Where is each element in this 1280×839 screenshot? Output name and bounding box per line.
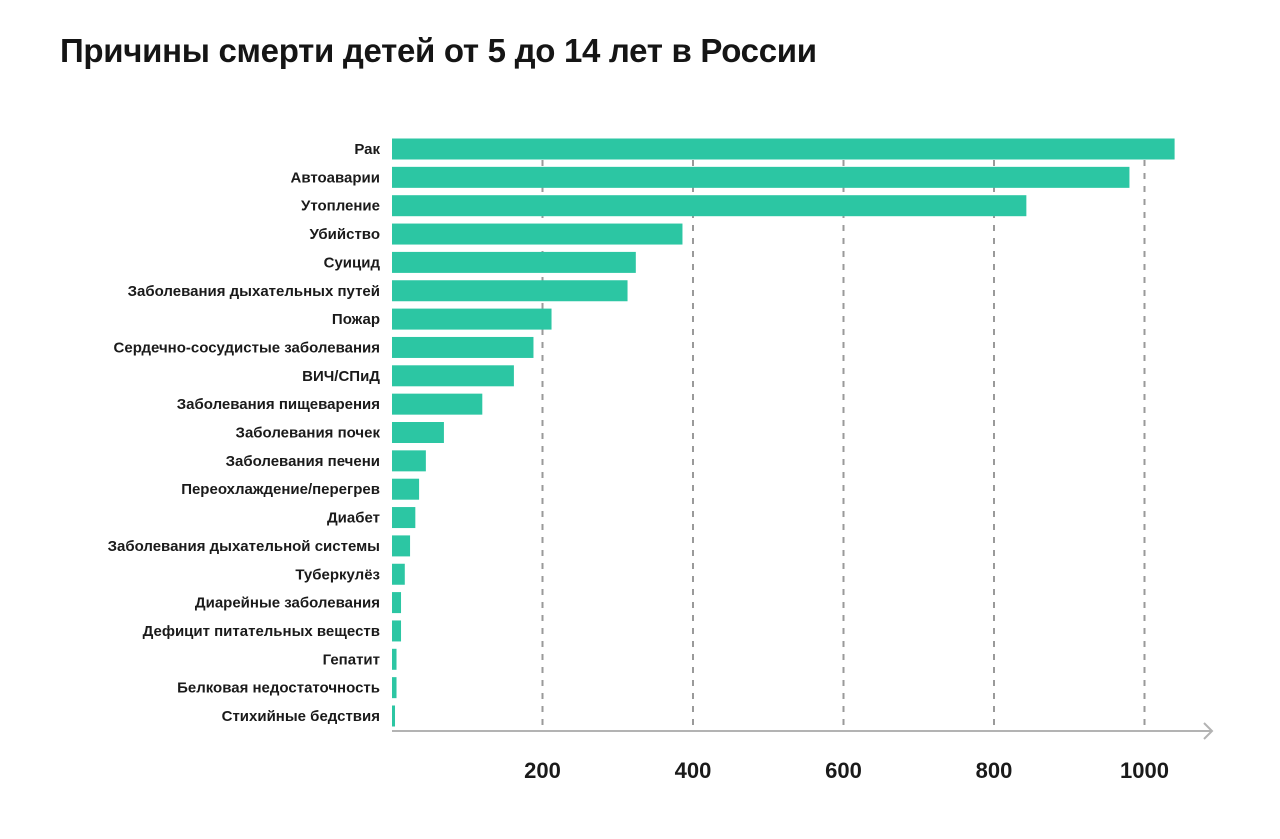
bar-0 — [392, 138, 1175, 160]
bar-4 — [392, 251, 636, 273]
bar-17 — [392, 620, 402, 642]
bar-14 — [392, 535, 411, 557]
category-label-9: Заболевания пищеварения — [177, 396, 380, 413]
category-label-18: Гепатит — [323, 651, 380, 668]
bar-18 — [392, 648, 397, 670]
x-tick-label-800: 800 — [976, 758, 1013, 783]
category-label-1: Автоаварии — [291, 169, 380, 186]
bar-11 — [392, 450, 426, 472]
category-label-6: Пожар — [332, 311, 380, 328]
bars — [392, 138, 1175, 727]
bar-8 — [392, 365, 514, 387]
chart-title: Причины смерти детей от 5 до 14 лет в Ро… — [60, 32, 817, 69]
bar-20 — [392, 705, 396, 727]
bar-5 — [392, 280, 628, 302]
category-label-20: Стихийные бедствия — [222, 708, 380, 725]
bar-12 — [392, 478, 420, 500]
bar-10 — [392, 422, 444, 443]
x-axis-arrow-icon — [1203, 722, 1214, 740]
category-label-2: Утопление — [301, 198, 380, 215]
bar-2 — [392, 195, 1027, 217]
bar-19 — [392, 677, 397, 699]
category-label-17: Дефицит питательных веществ — [143, 623, 380, 640]
x-tick-label-1000: 1000 — [1120, 758, 1169, 783]
bar-6 — [392, 308, 552, 330]
category-labels: Рак Автоаварии Утопление Убийство Суицид Забо… — [108, 141, 381, 725]
gridlines — [541, 160, 1146, 727]
category-label-0: Рак — [354, 141, 380, 158]
category-label-14: Заболевания дыхательной системы — [108, 538, 380, 555]
bar-16 — [392, 592, 402, 614]
bar-13 — [392, 507, 416, 529]
bar-7 — [392, 336, 534, 358]
category-label-8: ВИЧ/СПиД — [302, 368, 380, 385]
x-axis: 200 400 600 800 1000 — [392, 722, 1214, 783]
category-label-16: Диарейные заболевания — [195, 595, 380, 612]
x-tick-label-200: 200 — [524, 758, 561, 783]
x-tick-label-600: 600 — [825, 758, 862, 783]
bar-15 — [392, 563, 405, 585]
category-label-13: Диабет — [327, 510, 380, 527]
category-label-5: Заболевания дыхательных путей — [128, 283, 380, 300]
category-label-10: Заболевания почек — [236, 425, 381, 442]
category-label-15: Туберкулёз — [295, 566, 380, 583]
category-label-7: Сердечно-сосудистые заболевания — [114, 339, 380, 356]
bar-9 — [392, 393, 483, 415]
category-label-11: Заболевания печени — [226, 453, 380, 470]
bar-1 — [392, 166, 1130, 188]
category-label-3: Убийство — [309, 226, 380, 243]
category-label-19: Белковая недостаточность — [177, 680, 380, 697]
category-label-4: Суицид — [324, 254, 381, 271]
bar-3 — [392, 223, 683, 245]
category-label-12: Переохлаждение/перегрев — [181, 481, 380, 498]
x-tick-label-400: 400 — [675, 758, 712, 783]
